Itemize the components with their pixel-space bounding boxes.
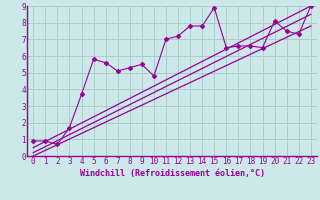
X-axis label: Windchill (Refroidissement éolien,°C): Windchill (Refroidissement éolien,°C) [79, 169, 265, 178]
